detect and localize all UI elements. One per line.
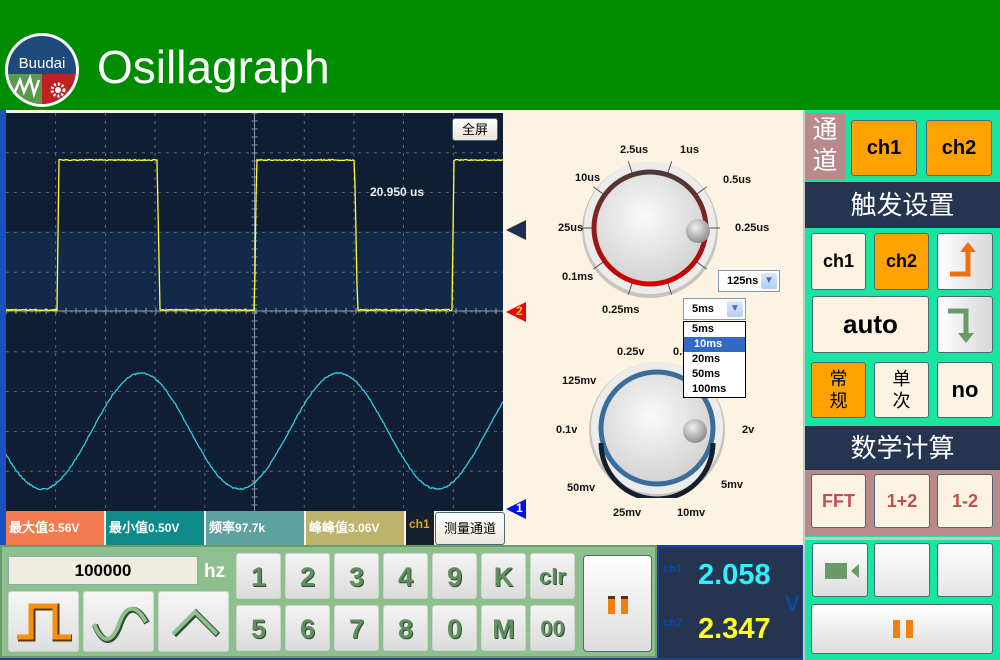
measure-max: 最大值3.56V bbox=[6, 511, 104, 545]
timebase-knob[interactable] bbox=[580, 158, 720, 298]
video-camera-icon bbox=[813, 544, 867, 596]
timebase-label: 25us bbox=[558, 222, 583, 234]
blank-button[interactable] bbox=[937, 543, 993, 597]
sweep-normal-button[interactable]: 常规 bbox=[811, 362, 866, 418]
ch2-offset-marker[interactable]: 2 bbox=[504, 302, 528, 322]
fullscreen-button[interactable]: 全屏 bbox=[452, 118, 498, 141]
trigger-source-ch1[interactable]: ch1 bbox=[811, 233, 866, 290]
pause-icon bbox=[812, 605, 992, 653]
volts-label: 25mv bbox=[613, 507, 641, 519]
volts-label: 0.25v bbox=[617, 346, 645, 358]
sweep-single-button[interactable]: 单次 bbox=[874, 362, 929, 418]
time-measurement-readout: 20.950 us bbox=[370, 185, 424, 199]
keypad-key[interactable]: 4 bbox=[383, 553, 428, 599]
dropdown-option[interactable]: 50ms bbox=[684, 367, 745, 382]
trigger-mode-auto[interactable]: auto bbox=[812, 296, 929, 353]
channel-ch2-button[interactable]: ch2 bbox=[926, 120, 992, 176]
keypad-key[interactable]: 2 bbox=[285, 553, 330, 599]
sine-wave-icon bbox=[84, 592, 155, 653]
keypad-key[interactable]: clr bbox=[530, 553, 575, 599]
square-wave-button[interactable] bbox=[8, 591, 79, 652]
buudai-logo: Buudai bbox=[4, 32, 80, 108]
timebase-label: 0.5us bbox=[723, 174, 751, 186]
time-range-dropdown: 5ms 10ms 20ms 50ms 100ms bbox=[683, 321, 746, 398]
volts-label: 10mv bbox=[677, 507, 705, 519]
dropdown-option[interactable]: 20ms bbox=[684, 352, 745, 367]
sweep-no-button[interactable]: no bbox=[937, 362, 993, 418]
frequency-input[interactable]: 100000 bbox=[8, 556, 198, 585]
keypad-key[interactable]: 6 bbox=[285, 605, 330, 651]
rising-edge-button[interactable] bbox=[937, 233, 993, 290]
measure-frequency: 频率97.7k bbox=[206, 511, 304, 545]
frequency-unit: hz bbox=[204, 561, 225, 583]
ch2-readout-value: 2.347 bbox=[698, 613, 771, 646]
chevron-down-icon: ▼ bbox=[727, 301, 743, 317]
timebase-label: 1us bbox=[680, 144, 699, 156]
app-title: Osillagraph bbox=[97, 40, 330, 94]
measure-min: 最小值0.50V bbox=[106, 511, 204, 545]
triangle-wave-button[interactable] bbox=[158, 591, 229, 652]
trigger-settings-header: 触发设置 bbox=[805, 182, 1000, 228]
timebase-label: 0.25us bbox=[735, 222, 769, 234]
keypad-key[interactable]: 3 bbox=[334, 553, 379, 599]
keypad-key[interactable]: 9 bbox=[432, 553, 477, 599]
trigger-level-marker[interactable] bbox=[504, 218, 528, 242]
falling-edge-arrow-icon bbox=[938, 297, 992, 352]
keypad-key[interactable]: 1 bbox=[236, 553, 281, 599]
measure-channel-indicator: ch1 bbox=[406, 511, 434, 545]
timebase-label: 0.25ms bbox=[602, 304, 639, 316]
keypad-key[interactable]: 5 bbox=[236, 605, 281, 651]
oscilloscope-screen bbox=[6, 113, 503, 511]
sine-wave-button[interactable] bbox=[83, 591, 154, 652]
ch2-readout-label: ch2 bbox=[663, 617, 682, 629]
volts-label: 5mv bbox=[721, 479, 743, 491]
chevron-down-icon: ▼ bbox=[761, 273, 777, 289]
math-header: 数学计算 bbox=[805, 426, 1000, 470]
keypad-key[interactable]: 0 bbox=[432, 605, 477, 651]
triangle-wave-icon bbox=[159, 592, 230, 653]
readout-unit: V bbox=[785, 591, 800, 617]
timebase-label: 2.5us bbox=[620, 144, 648, 156]
record-button[interactable] bbox=[812, 543, 868, 597]
timebase-select[interactable]: 125ns ▼ bbox=[718, 270, 780, 292]
keypad-key[interactable]: 8 bbox=[383, 605, 428, 651]
pause-icon bbox=[584, 556, 653, 653]
measure-peak-to-peak: 峰峰值3.06V bbox=[306, 511, 404, 545]
trigger-source-ch2[interactable]: ch2 bbox=[874, 233, 929, 290]
keypad-key[interactable]: 00 bbox=[530, 605, 575, 651]
square-wave-icon bbox=[9, 592, 80, 653]
keypad-key[interactable]: M bbox=[481, 605, 526, 651]
rising-edge-arrow-icon bbox=[938, 234, 992, 289]
math-subtract-button[interactable]: 1-2 bbox=[937, 474, 993, 528]
scope-pause-button[interactable] bbox=[811, 604, 993, 654]
volts-label: 125mv bbox=[562, 375, 596, 387]
volts-label: 2v bbox=[742, 424, 754, 436]
ch1-readout-value: 2.058 bbox=[698, 559, 771, 592]
measure-channel-button[interactable]: 测量通道 bbox=[435, 512, 505, 545]
volts-label: 50mv bbox=[567, 482, 595, 494]
dropdown-option[interactable]: 100ms bbox=[684, 382, 745, 397]
dropdown-option-highlighted[interactable]: 10ms bbox=[684, 337, 745, 352]
channel-ch1-button[interactable]: ch1 bbox=[851, 120, 917, 176]
math-add-button[interactable]: 1+2 bbox=[874, 474, 930, 528]
svg-text:Buudai: Buudai bbox=[19, 55, 66, 72]
ch1-offset-marker[interactable]: 1 bbox=[504, 499, 528, 519]
volts-label: 0.1v bbox=[556, 424, 577, 436]
timebase-label: 10us bbox=[575, 172, 600, 184]
time-range-select[interactable]: 5ms ▼ bbox=[683, 298, 746, 320]
timebase-label: 0.1ms bbox=[562, 271, 593, 283]
channel-label: 通道 bbox=[805, 113, 845, 180]
keypad-key[interactable]: K bbox=[481, 553, 526, 599]
falling-edge-button[interactable] bbox=[937, 296, 993, 353]
ch1-readout-label: ch1 bbox=[663, 563, 682, 575]
dropdown-option[interactable]: 5ms bbox=[684, 322, 745, 337]
math-fft-button[interactable]: FFT bbox=[811, 474, 866, 528]
keypad-key[interactable]: 7 bbox=[334, 605, 379, 651]
blank-button[interactable] bbox=[874, 543, 930, 597]
generator-pause-button[interactable] bbox=[583, 555, 652, 652]
